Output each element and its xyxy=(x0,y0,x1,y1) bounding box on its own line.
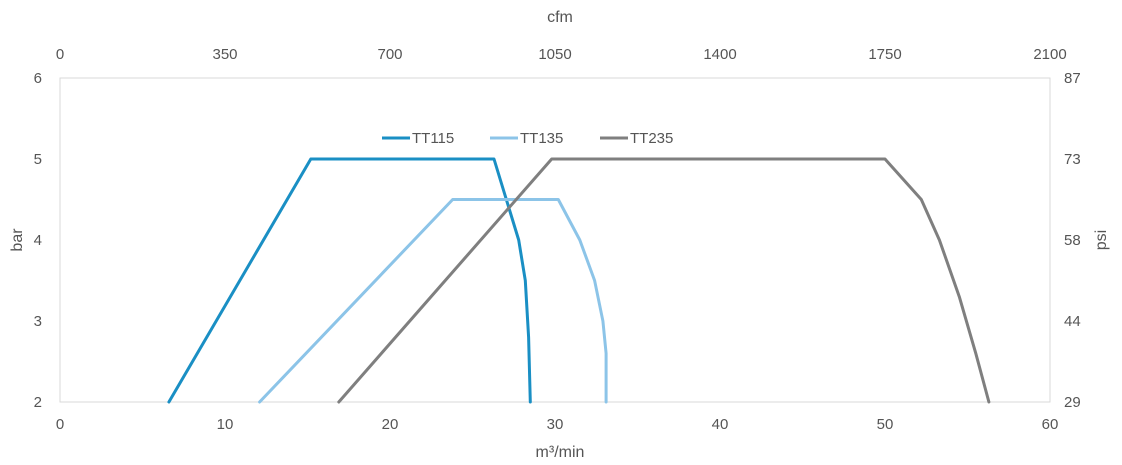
right-y-tick-label: 73 xyxy=(1064,151,1081,168)
plot-area xyxy=(59,77,1051,403)
right-y-tick-label: 87 xyxy=(1064,70,1081,87)
bottom-x-tick-label: 40 xyxy=(712,416,729,433)
bottom-axis-title: m³/min xyxy=(536,444,585,461)
left-y-tick-label: 4 xyxy=(34,232,42,249)
top-axis-title: cfm xyxy=(547,9,573,26)
bottom-x-tick-label: 50 xyxy=(877,416,894,433)
series-line-tt235 xyxy=(337,157,991,404)
bottom-x-tick-label: 60 xyxy=(1042,416,1059,433)
bottom-x-tick-label: 20 xyxy=(382,416,399,433)
left-y-tick-label: 6 xyxy=(34,70,42,87)
bottom-x-axis-ticks: 0 10 20 30 40 50 60 xyxy=(56,416,1059,433)
left-axis-title: bar xyxy=(9,228,26,252)
series-line-tt135 xyxy=(258,198,608,404)
legend-label: TT115 xyxy=(412,130,454,147)
legend: TT115 TT135 TT235 xyxy=(382,130,673,147)
legend-label: TT235 xyxy=(630,130,673,147)
left-y-tick-label: 3 xyxy=(34,313,42,330)
legend-item-tt115: TT115 xyxy=(382,130,454,147)
bottom-x-tick-label: 0 xyxy=(56,416,64,433)
right-axis-title: psi xyxy=(1093,230,1110,250)
legend-item-tt235: TT235 xyxy=(600,130,673,147)
right-y-axis-ticks: 29 44 58 73 87 xyxy=(1064,70,1081,411)
series-line-tt115 xyxy=(167,157,532,404)
bottom-x-tick-label: 10 xyxy=(217,416,234,433)
left-y-tick-label: 5 xyxy=(34,151,42,168)
bottom-x-tick-label: 30 xyxy=(547,416,564,433)
legend-item-tt135: TT135 xyxy=(490,130,563,147)
top-x-tick-label: 700 xyxy=(377,46,402,63)
left-y-tick-label: 2 xyxy=(34,394,42,411)
top-x-tick-label: 1400 xyxy=(703,46,736,63)
legend-label: TT135 xyxy=(520,130,563,147)
top-x-tick-label: 1050 xyxy=(538,46,571,63)
top-x-tick-label: 0 xyxy=(56,46,64,63)
top-x-tick-label: 350 xyxy=(212,46,237,63)
left-y-axis-ticks: 2 3 4 5 6 xyxy=(34,70,42,411)
right-y-tick-label: 29 xyxy=(1064,394,1081,411)
top-x-axis-ticks: 0 350 700 1050 1400 1750 2100 xyxy=(56,46,1067,63)
right-y-tick-label: 44 xyxy=(1064,313,1081,330)
series-lines xyxy=(167,157,991,404)
right-y-tick-label: 58 xyxy=(1064,232,1081,249)
top-x-tick-label: 1750 xyxy=(868,46,901,63)
top-x-tick-label: 2100 xyxy=(1033,46,1066,63)
